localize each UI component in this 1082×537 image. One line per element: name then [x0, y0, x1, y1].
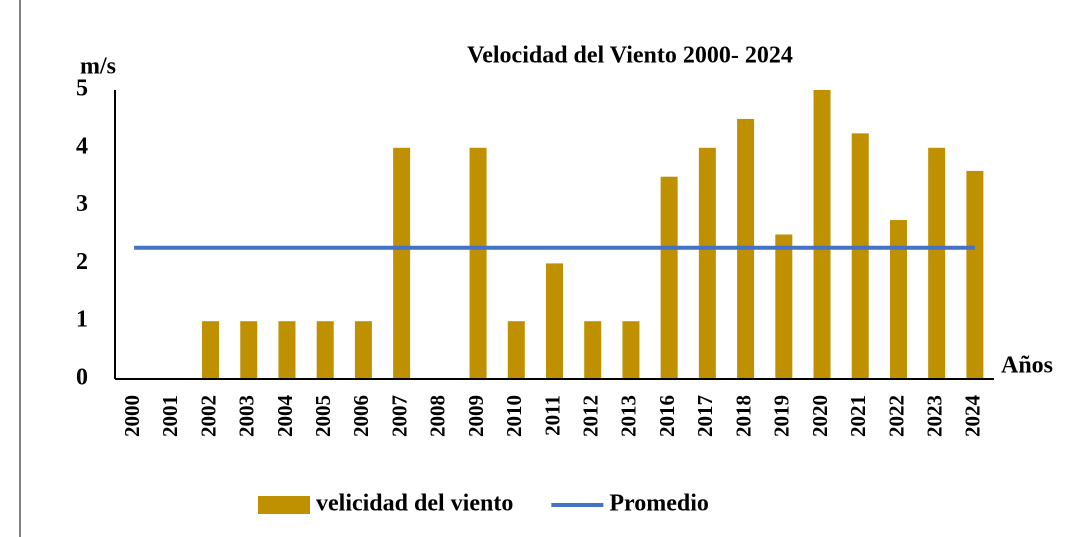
- x-tick-label: 2009: [464, 395, 488, 437]
- x-tick-label: 2000: [120, 395, 144, 437]
- bar: [698, 147, 716, 379]
- y-tick-label: 1: [76, 307, 88, 333]
- x-tick-label: 2018: [731, 395, 755, 437]
- bar: [354, 321, 372, 379]
- bar: [928, 147, 946, 379]
- bar: [622, 321, 640, 379]
- x-tick-label: 2002: [196, 395, 220, 437]
- x-tick-label: 2022: [884, 395, 908, 437]
- y-tick-label: 0: [76, 365, 88, 391]
- x-tick-label: 2011: [540, 395, 564, 436]
- y-axis-label: m/s: [80, 54, 116, 80]
- x-tick-label: 2012: [579, 395, 603, 437]
- x-tick-label: 2010: [502, 395, 526, 437]
- bar: [469, 147, 487, 379]
- x-tick-label: 2020: [808, 395, 832, 437]
- y-tick-label: 5: [76, 76, 88, 102]
- legend-label: Promedio: [609, 491, 709, 517]
- y-tick-label: 4: [76, 133, 88, 159]
- x-tick-label: 2019: [770, 395, 794, 437]
- bar: [813, 90, 831, 379]
- x-tick-label: 2004: [273, 395, 297, 438]
- bar: [507, 321, 525, 379]
- x-tick-label: 2007: [387, 395, 411, 437]
- bar: [584, 321, 602, 379]
- x-tick-label: 2016: [655, 395, 679, 437]
- x-tick-label: 2023: [922, 395, 946, 437]
- x-tick-label: 2003: [235, 395, 259, 437]
- bar: [851, 133, 869, 379]
- y-tick-label: 2: [76, 249, 88, 275]
- bar: [393, 147, 411, 379]
- bar: [775, 234, 793, 379]
- bar: [660, 176, 678, 379]
- bar: [889, 220, 907, 379]
- x-tick-label: 2008: [426, 395, 450, 437]
- legend-label: velicidad del viento: [316, 491, 513, 517]
- bar: [546, 263, 563, 379]
- x-tick-label: 2001: [158, 395, 182, 437]
- chart-title: Velocidad del Viento 2000- 2024: [467, 43, 793, 69]
- bar: [966, 170, 984, 379]
- x-axis-label: Años: [1001, 353, 1053, 379]
- bar: [278, 321, 296, 379]
- bar: [202, 321, 220, 379]
- legend-swatch: [258, 496, 310, 514]
- x-tick-label: 2024: [961, 395, 985, 438]
- bar: [240, 321, 258, 379]
- x-tick-label: 2013: [617, 395, 641, 437]
- bar: [316, 321, 334, 379]
- x-tick-label: 2005: [311, 395, 335, 437]
- x-tick-label: 2017: [693, 395, 717, 437]
- y-tick-label: 3: [76, 191, 88, 217]
- x-tick-label: 2021: [846, 395, 870, 437]
- x-tick-label: 2006: [349, 395, 373, 437]
